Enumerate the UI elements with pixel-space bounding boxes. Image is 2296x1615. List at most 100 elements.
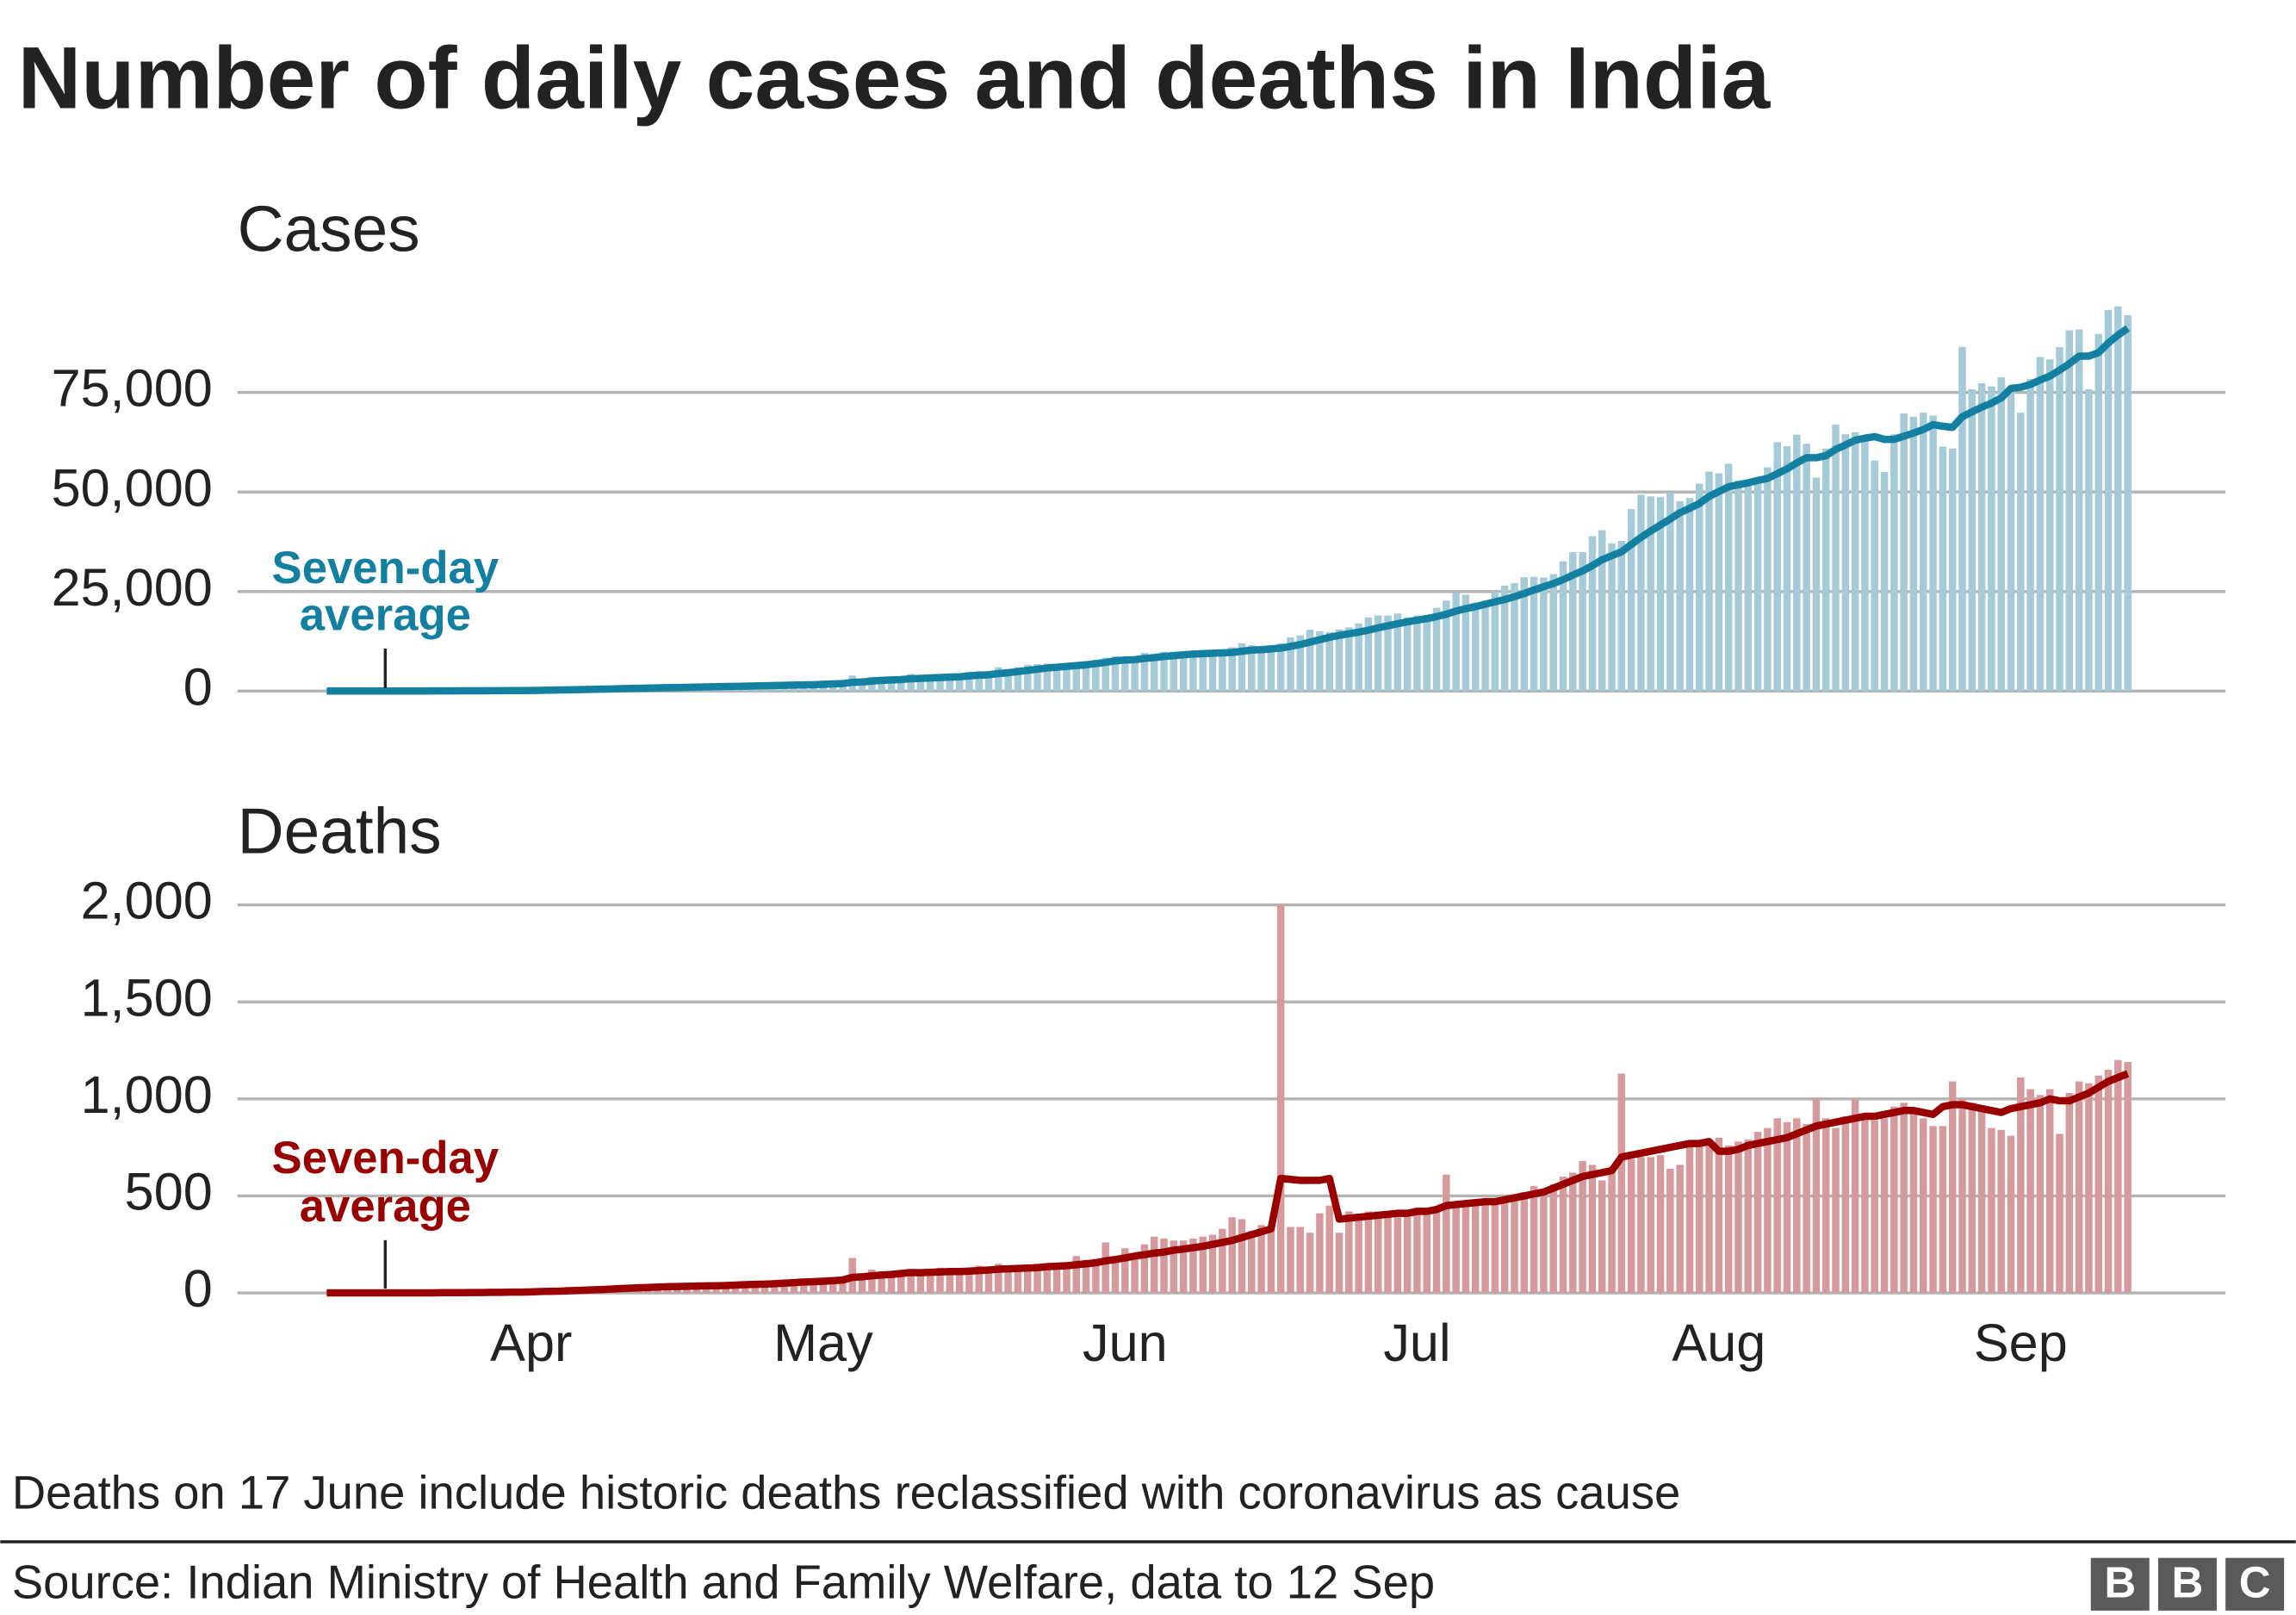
bar (1715, 1137, 1723, 1294)
bar (1666, 492, 1674, 692)
bar (1257, 647, 1265, 692)
bar (2075, 329, 2083, 692)
bar (1472, 602, 1480, 692)
bar (2045, 1089, 2054, 1294)
bar (1101, 1242, 1109, 1294)
bar (887, 1273, 896, 1294)
bar (1033, 663, 1041, 692)
bar (995, 667, 1002, 692)
bar (2104, 309, 2113, 692)
bar (1052, 1264, 1061, 1294)
bar (1549, 574, 1557, 692)
bar (1900, 1103, 1908, 1294)
bar (878, 1273, 885, 1294)
bar (1617, 541, 1626, 692)
bar (1890, 1106, 1898, 1294)
bar (1063, 1264, 1070, 1294)
bar (1988, 1127, 1995, 1294)
bar (1637, 1157, 1645, 1294)
bar (2026, 378, 2034, 692)
bar (2104, 1069, 2113, 1294)
bar (1335, 629, 1343, 692)
bar (751, 1283, 759, 1294)
bar (1656, 1155, 1665, 1294)
bar (1696, 1141, 1703, 1294)
bar (1637, 494, 1645, 692)
bar (1511, 1196, 1518, 1294)
bar (1803, 1124, 1810, 1294)
bar (1393, 613, 1402, 692)
bar (1150, 1236, 1158, 1294)
bar (1355, 623, 1362, 692)
bar (1948, 448, 1957, 692)
y-tick-label: 50,000 (52, 458, 213, 517)
bar (1909, 416, 1918, 692)
bar (1443, 1174, 1450, 1294)
bar (1384, 1217, 1392, 1294)
bar (1715, 473, 1723, 692)
bar (1092, 659, 1100, 692)
bar (1238, 1219, 1246, 1294)
bar (1121, 1248, 1129, 1294)
bar (1841, 1116, 1850, 1294)
bar (907, 1269, 915, 1294)
bar (1920, 1118, 1927, 1294)
x-tick-label: May (773, 1314, 873, 1372)
bar (1724, 463, 1733, 692)
bar (1472, 1203, 1480, 1294)
bar (1014, 1267, 1022, 1294)
bar (1880, 472, 1889, 692)
bar (771, 1283, 779, 1294)
bar (1929, 1126, 1937, 1294)
bar (1384, 615, 1392, 692)
bar (1559, 561, 1567, 692)
bar (1432, 1207, 1441, 1294)
bar (1219, 1228, 1226, 1294)
bar (1598, 530, 1606, 692)
bar (1121, 658, 1129, 692)
bar (1140, 652, 1149, 692)
bar (780, 1281, 788, 1294)
logo-letter: C (2239, 1557, 2271, 1606)
logo-box (2225, 1557, 2285, 1611)
bar (1364, 1211, 1373, 1294)
y-tick-label: 2,000 (81, 872, 213, 930)
bar (1287, 1227, 1294, 1294)
bar (1948, 1081, 1957, 1294)
bar (1851, 432, 1859, 692)
y-tick-label: 0 (183, 1259, 213, 1318)
bar (995, 1264, 1002, 1294)
bar (1179, 1240, 1188, 1294)
bar (1793, 434, 1801, 692)
bar (1345, 627, 1353, 692)
bar (1520, 577, 1529, 692)
bar (965, 1269, 973, 1294)
bar (1481, 600, 1489, 692)
bar (1871, 1120, 1878, 1294)
bar (1832, 425, 1840, 692)
bar (1753, 1132, 1762, 1294)
logo-box (2157, 1557, 2217, 1611)
bar (1977, 1106, 1986, 1294)
bar (1276, 904, 1285, 1294)
x-tick-label: Sep (1974, 1314, 2068, 1372)
bar (897, 678, 905, 692)
bar (712, 1286, 720, 1294)
bar (1403, 617, 1412, 692)
bar (1131, 660, 1139, 692)
bar (984, 1267, 993, 1294)
bar (1890, 434, 1898, 692)
bar (1452, 592, 1460, 692)
bar (1540, 1190, 1548, 1294)
bar (1374, 1211, 1382, 1294)
average-line (326, 325, 2131, 695)
bar (1413, 615, 1421, 692)
bar (1608, 543, 1616, 692)
bar (1238, 643, 1246, 692)
bar (1909, 1110, 1918, 1294)
bar (1988, 386, 1995, 692)
bar (1014, 667, 1022, 692)
bar (760, 1283, 769, 1294)
bar (1598, 1180, 1606, 1294)
bar (2056, 346, 2063, 692)
